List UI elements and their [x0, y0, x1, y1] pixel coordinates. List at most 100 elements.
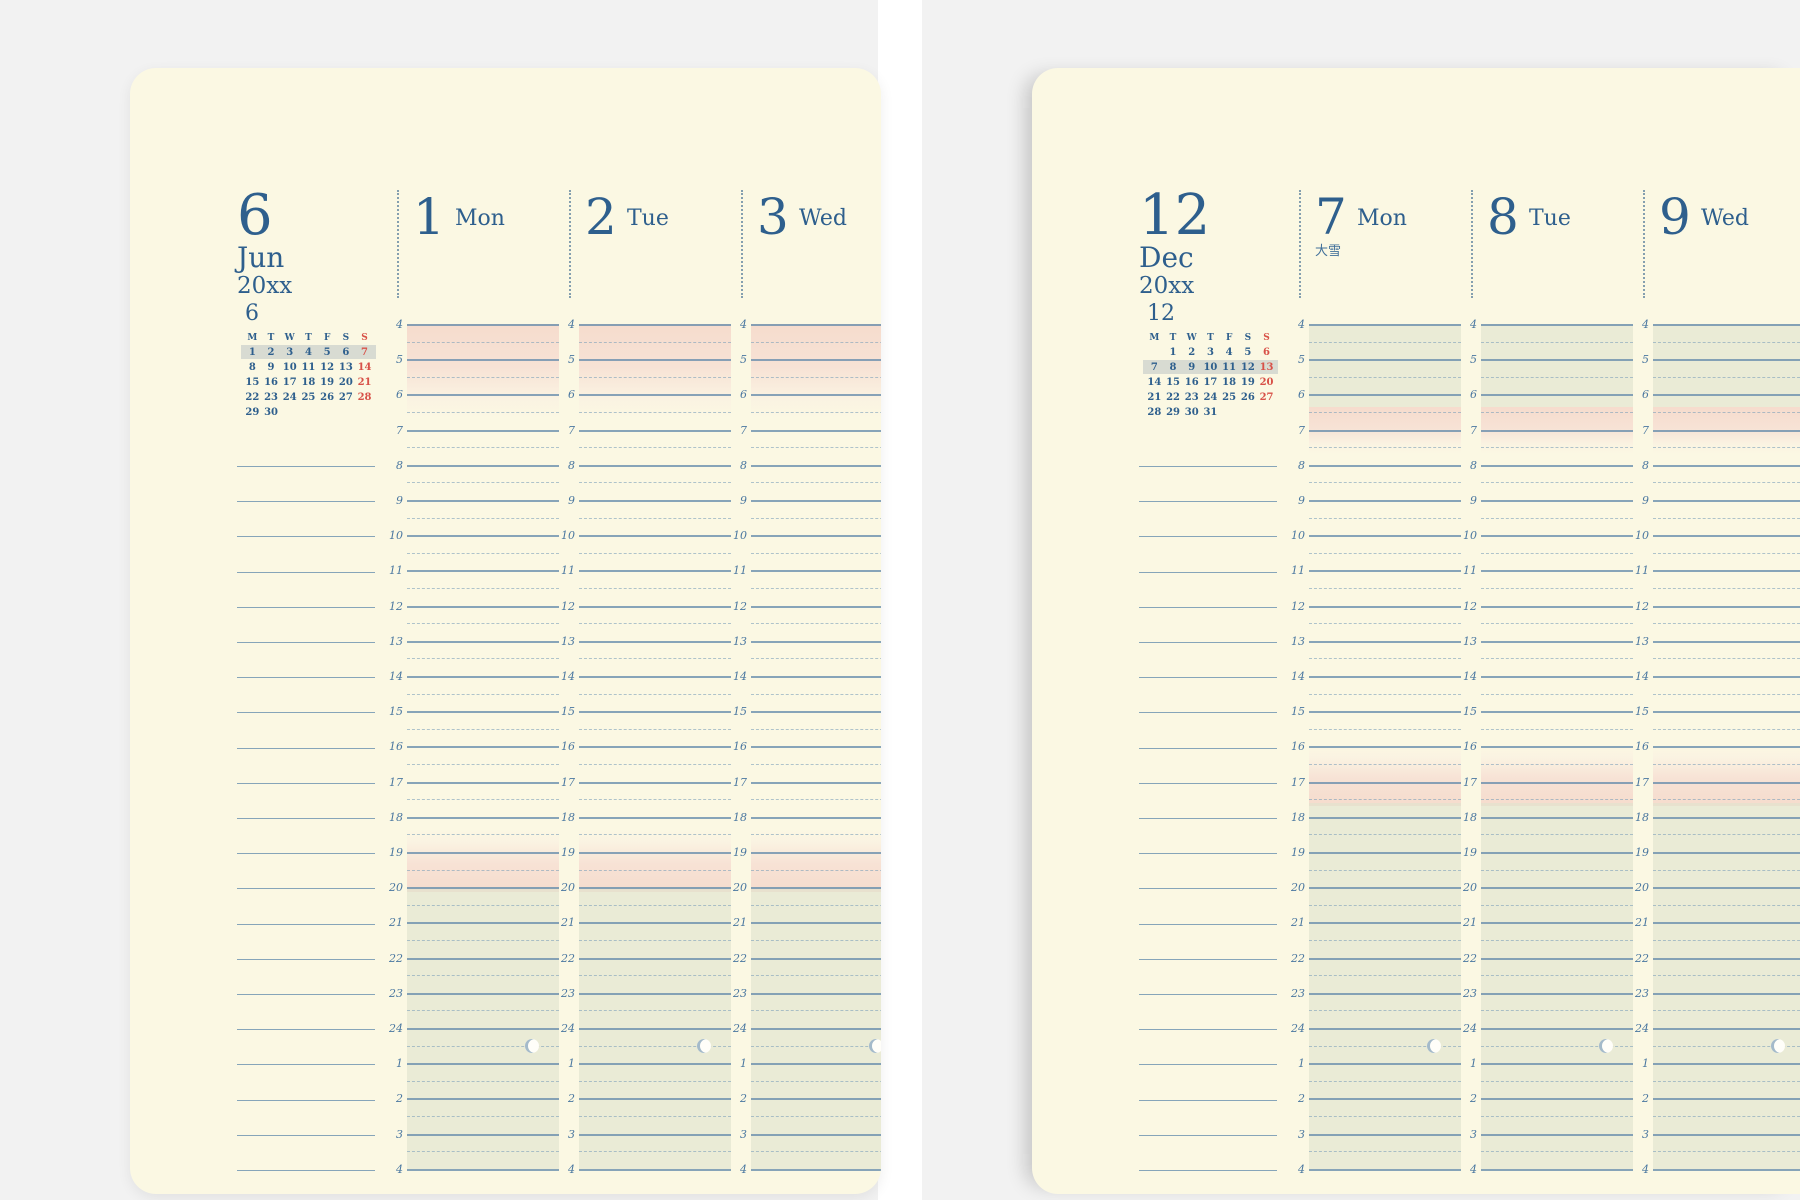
half-hour-line [579, 728, 731, 730]
half-hour-line [1309, 975, 1461, 977]
hour-label: 23 [1291, 986, 1305, 1000]
notes-line [1139, 818, 1277, 819]
hour-label: 16 [561, 740, 575, 754]
hour-label: 1 [740, 1057, 747, 1071]
mini-date: 30 [264, 406, 278, 418]
mini-date: 28 [357, 391, 372, 403]
half-hour-line [1481, 341, 1633, 343]
half-hour-line [1653, 1010, 1800, 1012]
day-time-grid [407, 324, 559, 1173]
hour-label: 13 [1291, 634, 1305, 648]
mini-date: 23 [264, 391, 278, 403]
hour-label: 6 [568, 388, 575, 402]
hour-line [407, 887, 559, 890]
hour-line [579, 464, 731, 467]
half-hour-line [1309, 834, 1461, 836]
hour-label: 11 [561, 564, 575, 578]
hour-label: 2 [1642, 1092, 1649, 1106]
hour-label: 8 [568, 458, 575, 472]
hour-line [579, 570, 731, 573]
hour-line [1653, 324, 1800, 326]
hour-line [751, 1098, 881, 1101]
hour-label: 19 [561, 846, 575, 859]
half-hour-line [579, 341, 731, 343]
notes-line [1139, 536, 1277, 538]
half-hour-line [751, 940, 881, 941]
half-hour-line [1309, 517, 1461, 519]
hour-line [1481, 887, 1633, 890]
month-number: 6 [237, 183, 273, 248]
hour-label: 7 [396, 423, 403, 437]
hour-line [1309, 535, 1461, 538]
half-hour-line [1481, 869, 1633, 871]
half-hour-line [579, 1151, 731, 1153]
hour-label: 14 [1463, 670, 1477, 683]
half-hour-line [1653, 728, 1800, 730]
hour-label: 15 [1463, 705, 1477, 719]
day-time-grid [1309, 324, 1461, 1173]
hour-label: 4 [396, 318, 403, 331]
year-label: 20xx [237, 273, 293, 299]
half-hour-line [1481, 588, 1633, 589]
mini-date: 9 [267, 361, 275, 373]
notes-line [237, 677, 375, 679]
day-number: 1 [413, 188, 445, 246]
half-hour-line [579, 834, 731, 836]
hour-label: 3 [396, 1127, 403, 1141]
hour-label: 15 [1635, 705, 1649, 719]
half-hour-line [579, 588, 731, 589]
hour-line [751, 781, 881, 784]
half-hour-line [1309, 341, 1461, 343]
hour-line [579, 324, 731, 326]
half-hour-line [1481, 693, 1633, 695]
mini-date: 26 [1240, 391, 1255, 403]
hour-line [1481, 711, 1633, 714]
day-number: 9 [1659, 188, 1691, 246]
notes-line [1139, 1134, 1277, 1136]
hour-line [407, 640, 559, 643]
hour-label: 9 [1642, 494, 1649, 507]
half-hour-line [751, 1080, 881, 1082]
half-hour-line [751, 588, 881, 589]
half-hour-line [579, 482, 731, 484]
hour-label: 9 [1298, 494, 1305, 507]
hour-label: 21 [389, 916, 403, 930]
month-number: 12 [1139, 183, 1211, 248]
hour-line [1309, 394, 1461, 397]
mini-date: 23 [1184, 391, 1199, 403]
hour-line [1653, 992, 1800, 995]
weekday-header-cell: F [323, 333, 331, 343]
half-hour-line [579, 693, 731, 695]
hour-label: 6 [396, 388, 403, 402]
hour-label: 4 [1642, 1162, 1649, 1176]
mini-date: 5 [1244, 347, 1252, 358]
hour-line [1653, 711, 1800, 714]
hour-label: 4 [1298, 1162, 1305, 1176]
hour-label: 3 [740, 1127, 747, 1141]
hour-label: 9 [396, 494, 403, 507]
hour-line [407, 1028, 559, 1030]
mini-date: 15 [245, 376, 260, 388]
hour-line [1481, 852, 1633, 854]
hour-line [751, 1133, 881, 1136]
half-hour-line [1481, 1045, 1633, 1047]
hour-label: 5 [568, 353, 575, 367]
half-hour-line [407, 376, 559, 378]
hour-line [1309, 605, 1461, 608]
half-hour-line [1653, 552, 1800, 554]
notes-line [1139, 1029, 1277, 1031]
hour-line [407, 1098, 559, 1101]
half-hour-line [1653, 693, 1800, 695]
hour-line [1653, 816, 1800, 819]
hour-line [1309, 1063, 1461, 1066]
mini-date: 1 [1169, 347, 1177, 358]
half-hour-line [407, 975, 559, 977]
notes-line [237, 1134, 375, 1136]
half-hour-line [751, 482, 881, 484]
hour-line [579, 605, 731, 608]
half-hour-line [1309, 623, 1461, 625]
hour-line [579, 922, 731, 925]
mini-date: 3 [286, 347, 294, 358]
hour-label: 20 [561, 881, 575, 895]
half-hour-line [407, 1116, 559, 1117]
